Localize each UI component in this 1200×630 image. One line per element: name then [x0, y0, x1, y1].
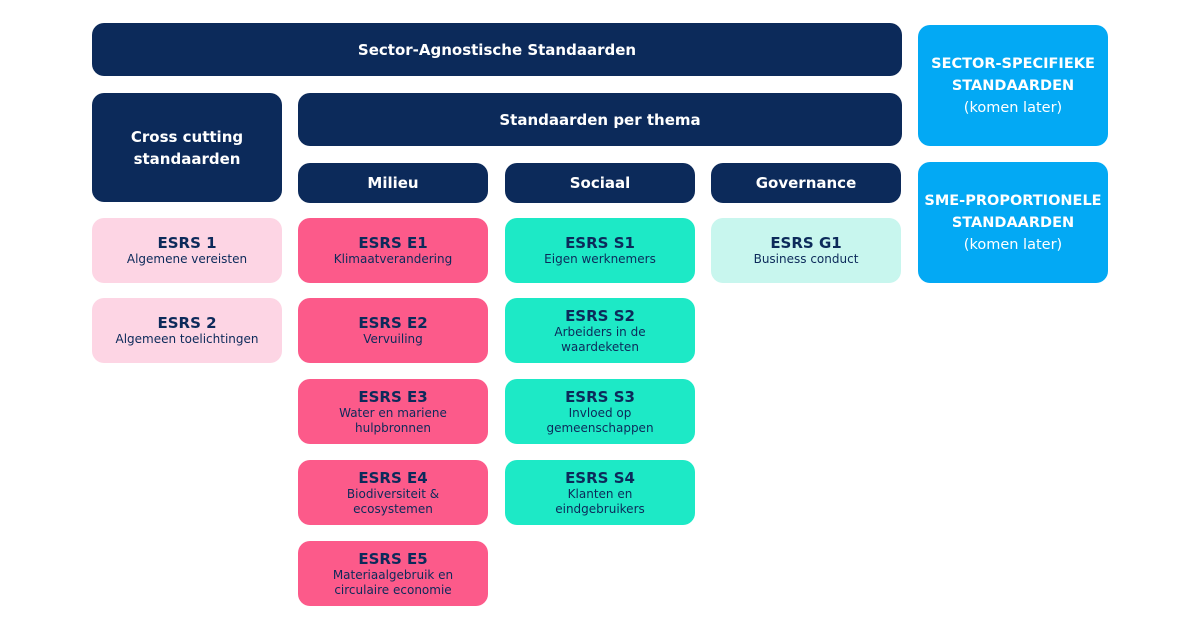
- card-desc: Algemene vereisten: [126, 252, 248, 266]
- theme-sociaal: Sociaal: [505, 163, 695, 203]
- card-code: ESRS G1: [770, 234, 842, 252]
- cross-cutting-label-1: Cross cutting: [130, 127, 244, 146]
- cross-cutting-header: Cross cutting standaarden: [92, 93, 282, 202]
- card-code: ESRS S4: [565, 468, 635, 487]
- card-esrs-e4: ESRS E4 Biodiversiteit & ecosystemen: [298, 460, 488, 525]
- card-code: ESRS E2: [358, 314, 428, 332]
- per-theme-header: Standaarden per thema: [298, 93, 902, 146]
- card-desc: Water en mariene hulpbronnen: [339, 405, 447, 435]
- sector-specific-title-1: SECTOR-SPECIFIEKE: [931, 55, 1095, 72]
- card-code: ESRS E3: [358, 387, 428, 406]
- card-esrs-e3: ESRS E3 Water en mariene hulpbronnen: [298, 379, 488, 444]
- theme-sociaal-label: Sociaal: [569, 174, 631, 192]
- card-desc: Algemeen toelichtingen: [115, 332, 259, 346]
- card-esrs-s1: ESRS S1 Eigen werknemers: [505, 218, 695, 283]
- sector-agnostic-header: Sector-Agnostische Standaarden: [92, 23, 902, 76]
- card-esrs-s2: ESRS S2 Arbeiders in de waardeketen: [505, 298, 695, 363]
- theme-milieu: Milieu: [298, 163, 488, 203]
- card-desc: Eigen werknemers: [544, 252, 656, 266]
- card-code: ESRS E4: [358, 468, 428, 487]
- sector-specific-note: (komen later): [963, 99, 1063, 116]
- card-code: ESRS 2: [157, 314, 217, 332]
- card-code: ESRS E5: [358, 549, 428, 568]
- card-desc: Klimaatverandering: [333, 252, 453, 266]
- sme-note: (komen later): [963, 236, 1063, 253]
- card-esrs-e1: ESRS E1 Klimaatverandering: [298, 218, 488, 283]
- card-code: ESRS S1: [565, 234, 635, 252]
- theme-governance-label: Governance: [755, 174, 857, 192]
- card-desc: Biodiversiteit & ecosystemen: [346, 486, 440, 516]
- card-desc: Materiaalgebruik en circulaire economie: [332, 567, 454, 597]
- card-desc: Invloed op gemeenschappen: [546, 405, 654, 435]
- card-desc: Business conduct: [753, 252, 859, 266]
- card-esrs-s3: ESRS S3 Invloed op gemeenschappen: [505, 379, 695, 444]
- card-desc: Klanten en eindgebruikers: [555, 486, 645, 516]
- card-esrs-g1: ESRS G1 Business conduct: [711, 218, 901, 283]
- card-code: ESRS E1: [358, 234, 428, 252]
- sector-specific-box: SECTOR-SPECIFIEKE STANDAARDEN (komen lat…: [918, 25, 1108, 146]
- card-esrs-s4: ESRS S4 Klanten en eindgebruikers: [505, 460, 695, 525]
- sme-title-1: SME-PROPORTIONELE: [924, 192, 1102, 209]
- sector-specific-title-2: STANDAARDEN: [951, 77, 1075, 94]
- card-desc: Vervuiling: [363, 332, 423, 346]
- card-esrs-e2: ESRS E2 Vervuiling: [298, 298, 488, 363]
- card-code: ESRS S2: [565, 306, 635, 325]
- theme-milieu-label: Milieu: [367, 174, 419, 192]
- card-esrs-2: ESRS 2 Algemeen toelichtingen: [92, 298, 282, 363]
- sme-proportional-box: SME-PROPORTIONELE STANDAARDEN (komen lat…: [918, 162, 1108, 283]
- cross-cutting-label-2: standaarden: [133, 149, 241, 168]
- sector-agnostic-label: Sector-Agnostische Standaarden: [357, 40, 637, 59]
- sme-title-2: STANDAARDEN: [951, 214, 1075, 231]
- theme-governance: Governance: [711, 163, 901, 203]
- card-esrs-1: ESRS 1 Algemene vereisten: [92, 218, 282, 283]
- card-desc: Arbeiders in de waardeketen: [554, 324, 646, 354]
- card-code: ESRS 1: [157, 234, 217, 252]
- card-esrs-e5: ESRS E5 Materiaalgebruik en circulaire e…: [298, 541, 488, 606]
- per-theme-label: Standaarden per thema: [499, 110, 701, 129]
- card-code: ESRS S3: [565, 387, 635, 406]
